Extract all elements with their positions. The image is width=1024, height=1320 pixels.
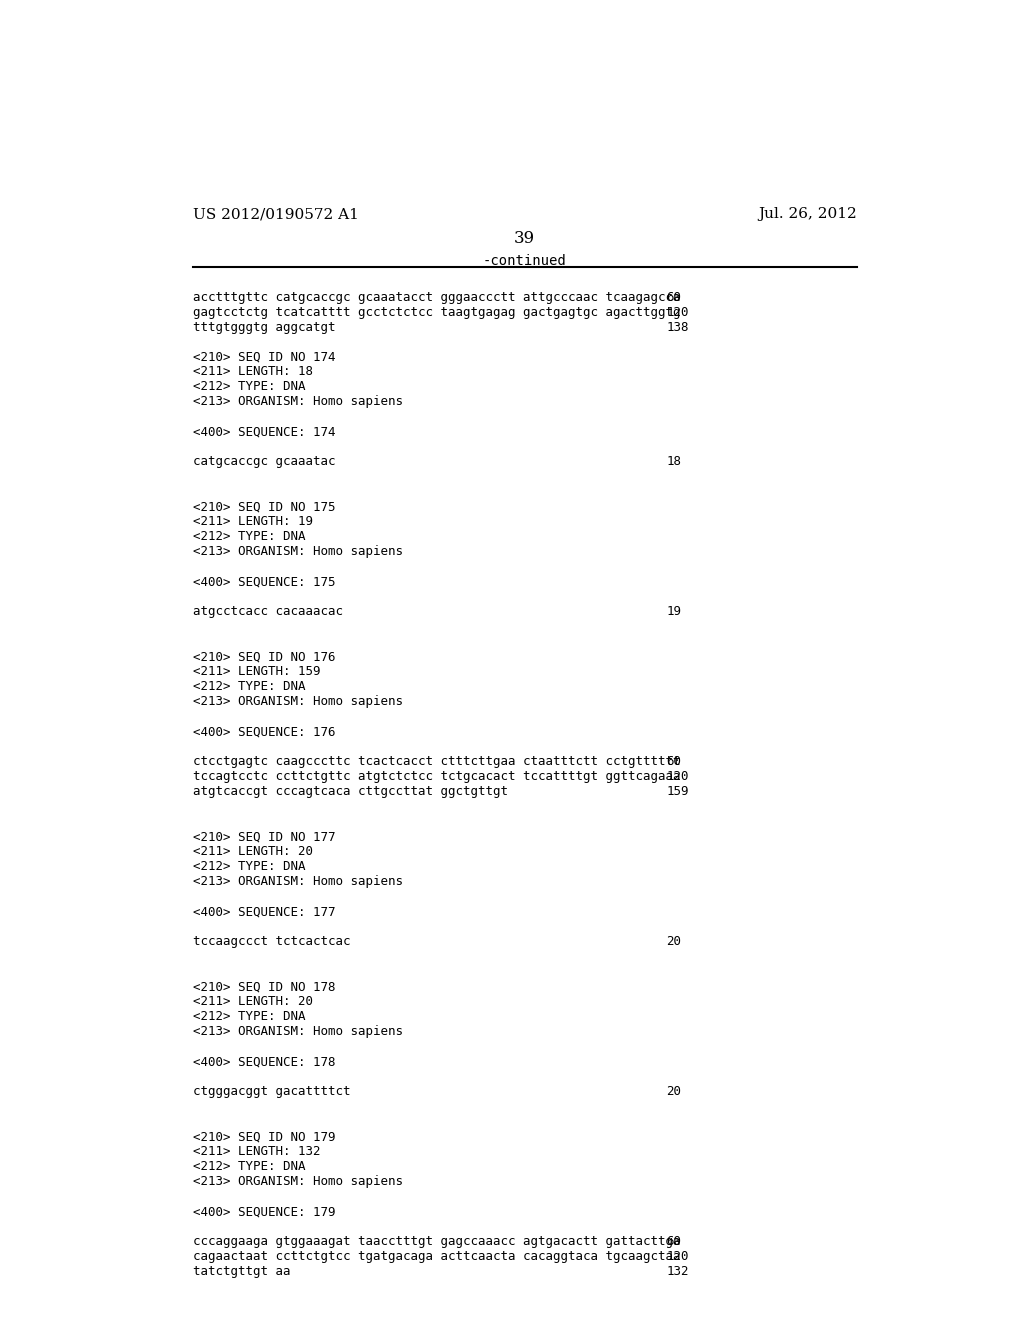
Text: <211> LENGTH: 132: <211> LENGTH: 132 <box>194 1144 321 1158</box>
Text: 20: 20 <box>666 1085 681 1098</box>
Text: <212> TYPE: DNA: <212> TYPE: DNA <box>194 1160 305 1173</box>
Text: <213> ORGANISM: Homo sapiens: <213> ORGANISM: Homo sapiens <box>194 545 403 558</box>
Text: 20: 20 <box>666 935 681 948</box>
Text: tatctgttgt aa: tatctgttgt aa <box>194 1265 291 1278</box>
Text: atgtcaccgt cccagtcaca cttgccttat ggctgttgt: atgtcaccgt cccagtcaca cttgccttat ggctgtt… <box>194 785 508 799</box>
Text: US 2012/0190572 A1: US 2012/0190572 A1 <box>194 207 359 222</box>
Text: <400> SEQUENCE: 175: <400> SEQUENCE: 175 <box>194 576 336 589</box>
Text: <400> SEQUENCE: 177: <400> SEQUENCE: 177 <box>194 906 336 919</box>
Text: <400> SEQUENCE: 176: <400> SEQUENCE: 176 <box>194 725 336 738</box>
Text: acctttgttc catgcaccgc gcaaatacct gggaaccctt attgcccaac tcaagagcca: acctttgttc catgcaccgc gcaaatacct gggaacc… <box>194 290 681 304</box>
Text: <211> LENGTH: 18: <211> LENGTH: 18 <box>194 366 313 379</box>
Text: <212> TYPE: DNA: <212> TYPE: DNA <box>194 531 305 544</box>
Text: <212> TYPE: DNA: <212> TYPE: DNA <box>194 861 305 874</box>
Text: Jul. 26, 2012: Jul. 26, 2012 <box>758 207 856 222</box>
Text: <212> TYPE: DNA: <212> TYPE: DNA <box>194 680 305 693</box>
Text: gagtcctctg tcatcatttt gcctctctcc taagtgagag gactgagtgc agacttggtg: gagtcctctg tcatcatttt gcctctctcc taagtga… <box>194 305 681 318</box>
Text: <211> LENGTH: 20: <211> LENGTH: 20 <box>194 845 313 858</box>
Text: <400> SEQUENCE: 179: <400> SEQUENCE: 179 <box>194 1205 336 1218</box>
Text: 19: 19 <box>666 606 681 618</box>
Text: <211> LENGTH: 159: <211> LENGTH: 159 <box>194 665 321 678</box>
Text: <212> TYPE: DNA: <212> TYPE: DNA <box>194 1010 305 1023</box>
Text: <211> LENGTH: 20: <211> LENGTH: 20 <box>194 995 313 1008</box>
Text: tccagtcctc ccttctgttc atgtctctcc tctgcacact tccattttgt ggttcagaaa: tccagtcctc ccttctgttc atgtctctcc tctgcac… <box>194 771 681 783</box>
Text: ctgggacggt gacattttct: ctgggacggt gacattttct <box>194 1085 350 1098</box>
Text: atgcctcacc cacaaacac: atgcctcacc cacaaacac <box>194 606 343 618</box>
Text: 120: 120 <box>666 305 688 318</box>
Text: 39: 39 <box>514 230 536 247</box>
Text: <213> ORGANISM: Homo sapiens: <213> ORGANISM: Homo sapiens <box>194 1026 403 1038</box>
Text: 120: 120 <box>666 771 688 783</box>
Text: <213> ORGANISM: Homo sapiens: <213> ORGANISM: Homo sapiens <box>194 696 403 709</box>
Text: 159: 159 <box>666 785 688 799</box>
Text: <213> ORGANISM: Homo sapiens: <213> ORGANISM: Homo sapiens <box>194 396 403 408</box>
Text: tccaagccct tctcactcac: tccaagccct tctcactcac <box>194 935 350 948</box>
Text: 18: 18 <box>666 455 681 469</box>
Text: <210> SEQ ID NO 178: <210> SEQ ID NO 178 <box>194 981 336 993</box>
Text: -continued: -continued <box>483 253 566 268</box>
Text: 60: 60 <box>666 755 681 768</box>
Text: 60: 60 <box>666 1236 681 1247</box>
Text: <212> TYPE: DNA: <212> TYPE: DNA <box>194 380 305 393</box>
Text: <213> ORGANISM: Homo sapiens: <213> ORGANISM: Homo sapiens <box>194 1175 403 1188</box>
Text: catgcaccgc gcaaatac: catgcaccgc gcaaatac <box>194 455 336 469</box>
Text: 138: 138 <box>666 321 688 334</box>
Text: ctcctgagtc caagcccttc tcactcacct ctttcttgaa ctaatttctt cctgtttttt: ctcctgagtc caagcccttc tcactcacct ctttctt… <box>194 755 681 768</box>
Text: 132: 132 <box>666 1265 688 1278</box>
Text: 120: 120 <box>666 1250 688 1263</box>
Text: <211> LENGTH: 19: <211> LENGTH: 19 <box>194 515 313 528</box>
Text: <400> SEQUENCE: 174: <400> SEQUENCE: 174 <box>194 425 336 438</box>
Text: <210> SEQ ID NO 179: <210> SEQ ID NO 179 <box>194 1130 336 1143</box>
Text: 60: 60 <box>666 290 681 304</box>
Text: cagaactaat ccttctgtcc tgatgacaga acttcaacta cacaggtaca tgcaagctaa: cagaactaat ccttctgtcc tgatgacaga acttcaa… <box>194 1250 681 1263</box>
Text: <213> ORGANISM: Homo sapiens: <213> ORGANISM: Homo sapiens <box>194 875 403 888</box>
Text: cccaggaaga gtggaaagat taacctttgt gagccaaacc agtgacactt gattacttga: cccaggaaga gtggaaagat taacctttgt gagccaa… <box>194 1236 681 1247</box>
Text: <210> SEQ ID NO 176: <210> SEQ ID NO 176 <box>194 651 336 664</box>
Text: <210> SEQ ID NO 175: <210> SEQ ID NO 175 <box>194 500 336 513</box>
Text: <400> SEQUENCE: 178: <400> SEQUENCE: 178 <box>194 1055 336 1068</box>
Text: tttgtgggtg aggcatgt: tttgtgggtg aggcatgt <box>194 321 336 334</box>
Text: <210> SEQ ID NO 177: <210> SEQ ID NO 177 <box>194 830 336 843</box>
Text: <210> SEQ ID NO 174: <210> SEQ ID NO 174 <box>194 351 336 363</box>
